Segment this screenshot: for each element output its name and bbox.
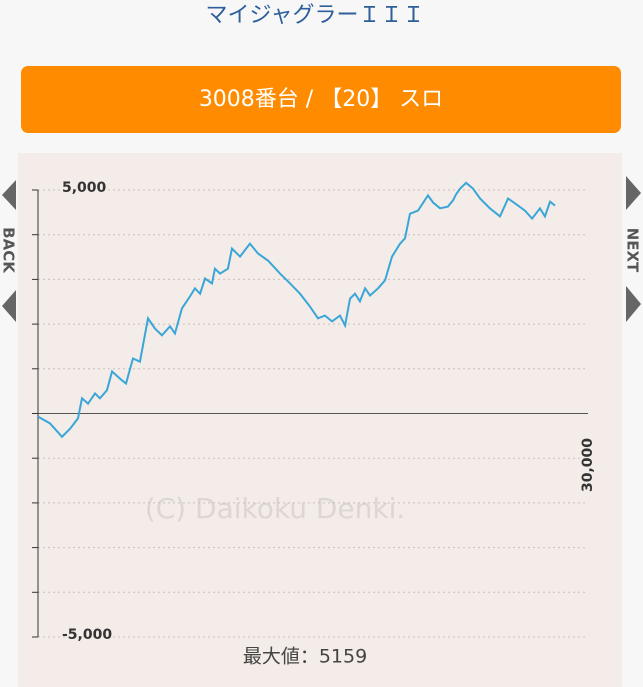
button-label: 3008番台 / 【20】 スロ [199,87,443,112]
y-tick-label: -5,000 [62,627,112,643]
next-arrow[interactable] [626,176,641,210]
next-label[interactable]: NEXT [624,228,642,273]
page-title: マイジャグラーＩＩＩ [206,3,425,28]
series-line [38,181,556,439]
next-arrow[interactable] [626,286,641,322]
chart-panel [18,153,622,687]
back-arrow[interactable] [2,180,16,210]
plot: -5,000 5,000 30,000 [32,180,596,643]
back-label[interactable]: BACK [0,227,18,274]
x-tick-label: 30,000 [580,438,596,492]
device-button[interactable] [21,66,621,133]
y-tick-label: 5,000 [62,180,107,196]
back-arrow[interactable] [2,290,16,322]
watermark: (C) Daikoku Denki. [145,492,406,525]
max-value: 最大値：5159 [243,646,367,668]
